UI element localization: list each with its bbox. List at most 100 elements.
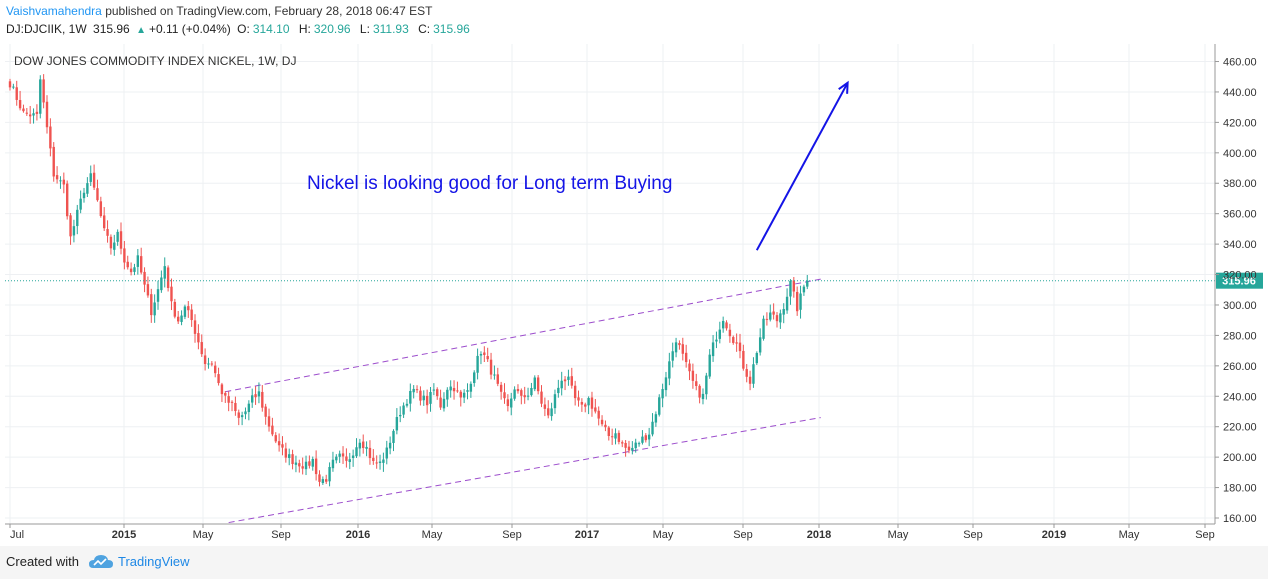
candle-body [12,86,15,88]
candle-body [570,376,573,386]
candle [119,222,123,255]
candle-body [610,436,614,438]
candle-body [597,410,600,419]
candle-body [362,441,365,448]
chart-header: Vaishvamahendra published on TradingView… [0,0,1268,44]
candle [503,383,506,404]
candle [65,180,69,220]
candle [348,452,351,470]
candle [678,340,681,350]
candle [664,371,668,397]
y-tick-label: 400.00 [1223,148,1257,160]
candle [550,402,553,421]
candle [671,342,674,368]
candle-body [351,455,355,458]
candle-body [674,342,678,353]
candle [705,372,708,400]
candle [738,333,742,359]
candle-body [469,383,473,392]
candle-body [550,408,553,417]
x-tick-label: 2017 [575,529,599,541]
candle-body [153,302,156,316]
candle [25,107,29,116]
candle [536,375,540,395]
candle-body [264,406,267,417]
candle [439,389,442,410]
candle-body [701,393,705,400]
candle [469,381,473,398]
candle [15,80,18,106]
candle [772,303,775,320]
candle-body [409,390,412,404]
candle-body [399,414,402,417]
candle-body [220,384,224,395]
x-tick-label: Sep [502,529,522,541]
candle [385,440,388,465]
candle-body [473,372,476,384]
candle-body [661,389,664,399]
tradingview-brand[interactable]: TradingView [118,554,190,569]
candle [271,417,274,437]
candle [318,470,321,487]
candle-body [560,380,563,389]
candle [72,219,76,243]
candle-body [493,374,496,376]
candle-body [382,459,385,463]
candle-body [573,385,577,399]
candle [365,441,368,457]
candle-body [567,376,570,380]
candle [688,359,691,381]
candle-body [711,342,715,357]
candle [136,249,140,275]
candle-body [180,315,183,322]
candle-body [698,385,701,398]
candle-body [18,100,22,109]
candle [45,95,49,134]
candle-body [331,459,335,469]
candle-body [688,363,691,372]
candle-body [654,414,658,423]
candle [604,420,607,432]
candle [69,213,72,245]
author-link[interactable]: Vaishvamahendra [6,4,102,18]
candle [563,376,567,391]
last-price-badge [1216,272,1263,289]
candle-body [200,342,203,355]
candle-body [69,215,72,237]
candle-body [664,377,668,391]
y-tick-label: 260.00 [1223,361,1257,373]
candle-body [557,387,560,394]
candle [735,333,738,352]
candle [412,385,415,399]
candle [557,379,560,398]
candle-body [439,397,442,408]
candle [150,288,153,323]
candle-body [708,354,711,377]
y-tick-label: 300.00 [1223,300,1257,312]
candle [345,448,348,468]
candle-body [129,268,133,273]
candle-body [459,391,462,398]
symbol-label[interactable]: DJ:DJCIIK, 1W [6,22,87,36]
candle [341,446,345,464]
candle [560,371,563,396]
candle-body [106,229,109,236]
candle [284,442,288,463]
candle [8,78,12,91]
candle-body [772,311,775,315]
candle-body [775,315,779,322]
candle-body [462,392,466,398]
candle-body [691,370,695,381]
y-tick-label: 420.00 [1223,117,1257,129]
candle-body [792,280,796,292]
candle-body [402,405,405,415]
candle-body [789,280,792,297]
candle [594,398,597,414]
candle [358,438,362,457]
candle-body [429,391,432,404]
candle [146,276,150,298]
candle-body [425,395,429,406]
price-chart[interactable]: 315.96 160.00 180.00 200.00 220.00 240.00 260… [0,44,1268,544]
candle-body [311,458,314,467]
candle-body [765,318,769,320]
